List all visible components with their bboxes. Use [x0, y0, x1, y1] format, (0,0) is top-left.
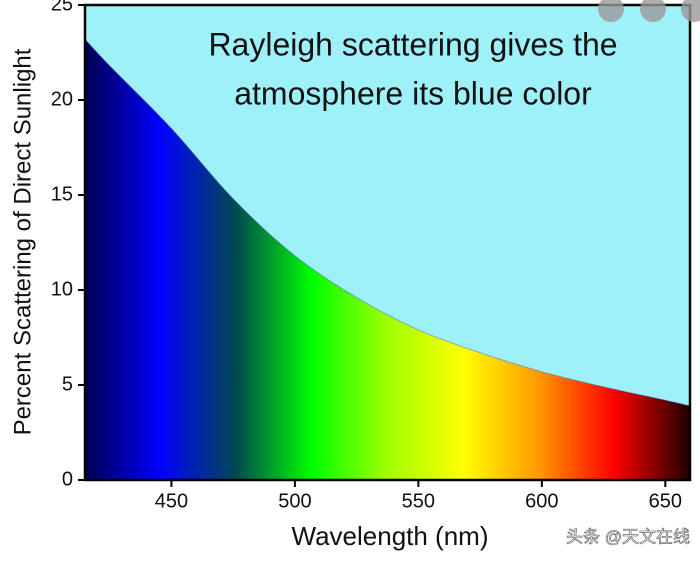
y-tick-label: 15 — [51, 183, 73, 205]
x-axis-label: Wavelength (nm) — [292, 521, 489, 551]
watermark: 头条 @天文在线 — [566, 527, 690, 546]
y-tick-label: 5 — [62, 373, 73, 395]
annotation: Rayleigh scattering gives the — [208, 26, 617, 62]
x-tick-label: 650 — [649, 490, 682, 512]
plot-area — [83, 3, 692, 482]
plot-frame — [83, 3, 692, 482]
curve — [84, 38, 691, 407]
x-tick-label: 500 — [278, 490, 311, 512]
y-tick-label: 20 — [51, 88, 73, 110]
y-tick-label: 0 — [62, 468, 73, 490]
y-tick-label: 10 — [51, 278, 73, 300]
x-tick-label: 550 — [402, 490, 435, 512]
icon-button[interactable] — [598, 0, 624, 22]
icon-button[interactable] — [640, 0, 666, 22]
annotation: atmosphere its blue color — [234, 75, 592, 111]
icon-button[interactable] — [681, 0, 700, 22]
x-tick-label: 600 — [525, 490, 558, 512]
y-tick-label: 25 — [51, 0, 73, 15]
x-tick-label: 450 — [155, 490, 188, 512]
area — [85, 39, 690, 480]
y-axis-label: Percent Scattering of Direct Sunlight — [9, 48, 36, 435]
